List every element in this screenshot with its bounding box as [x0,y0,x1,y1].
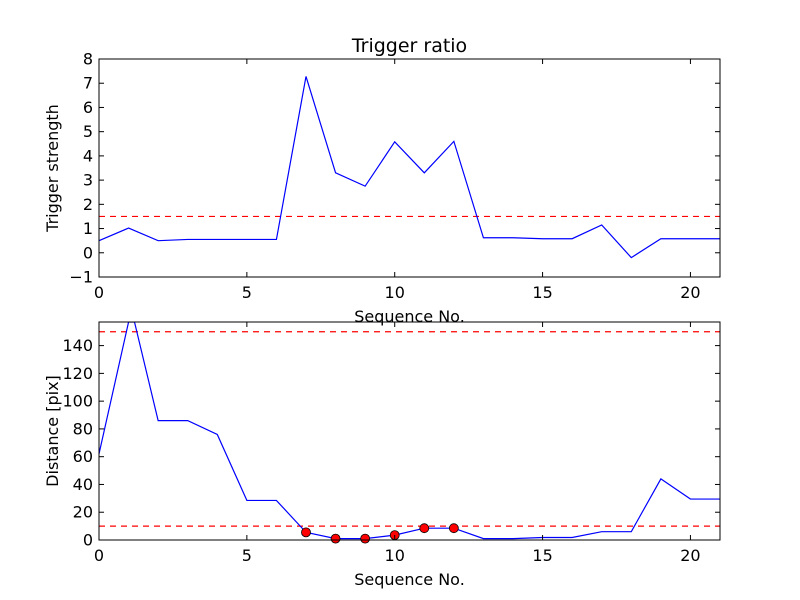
y-tick-label: 3 [83,171,93,190]
y-tick-label: 120 [62,364,93,383]
x-tick-label: 5 [242,546,252,565]
y-axis-label: Trigger strength [43,104,62,233]
data-point [360,533,371,544]
y-tick-label: 0 [83,531,93,550]
y-tick-label: 80 [73,419,93,438]
data-point [301,527,311,538]
chart-distance: 0 5 10 15 20 0 20 40 60 80 100 120 140 Sequence No. Di… [43,321,721,589]
y-tick-label: 2 [83,195,93,214]
y-axis-label: Distance [pix] [43,375,62,487]
y-tick-label: 0 [83,243,93,262]
x-tick-label: 20 [680,283,700,302]
axes-frame [98,58,721,278]
y-tick-label: 20 [73,503,93,522]
data-point [448,523,459,534]
series-line [99,322,720,540]
axes-frame [98,321,721,541]
y-tick-label: 100 [62,392,93,411]
x-tick-label: 5 [242,283,252,302]
x-tick-label: 15 [532,283,552,302]
y-tick-label: 6 [83,98,93,117]
x-tick-label: 10 [385,283,405,302]
chart-title: Trigger ratio [351,35,467,57]
x-tick-label: 0 [94,283,104,302]
y-tick-label: 1 [83,219,93,238]
data-point [419,523,430,534]
x-tick-label: 0 [94,546,104,565]
y-tick-label: −1 [69,268,93,287]
y-tick-label: 60 [73,447,93,466]
y-tick-label: 4 [83,146,93,165]
y-tick-label: 5 [83,122,93,141]
x-tick-label: 10 [385,546,405,565]
y-tick-label: 7 [83,74,93,93]
x-tick-label: 15 [532,546,552,565]
x-tick-label: 20 [680,546,700,565]
x-axis-label: Sequence No. [354,307,465,326]
data-point [330,533,341,544]
y-tick-label: 8 [83,50,93,69]
y-tick-label: 40 [73,475,93,494]
x-axis-label: Sequence No. [354,570,465,589]
y-tick-label: 140 [62,336,93,355]
series-line [99,76,720,259]
